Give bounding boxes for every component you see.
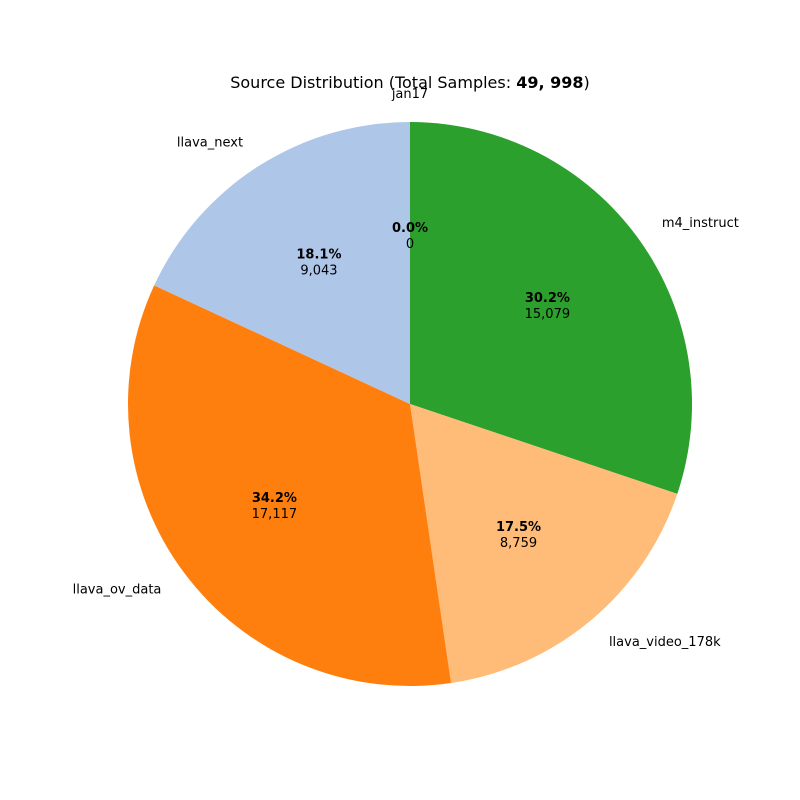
slice-count-llava-next: 9,043	[300, 263, 337, 278]
slice-percent-jan17: 0.0%	[392, 221, 428, 236]
pie-slices	[127, 122, 693, 687]
chart-title-suffix: )	[584, 73, 590, 92]
slice-label-jan17: jan17	[391, 87, 428, 102]
chart-title: Source Distribution (Total Samples: 49, …	[230, 73, 590, 92]
slice-label-llava-video-178k: llava_video_178k	[609, 635, 721, 650]
slice-percent-llava-next: 18.1%	[296, 247, 341, 262]
slice-percent-m4-instruct: 30.2%	[525, 291, 570, 306]
pie-slice-llava-next	[154, 122, 410, 404]
pie-slice-llava-video-178k	[410, 404, 678, 684]
slice-percent-llava-video-178k: 17.5%	[496, 520, 541, 535]
slice-label-m4-instruct: m4_instruct	[662, 216, 739, 231]
slice-count-m4-instruct: 15,079	[525, 307, 571, 322]
pie-labels: jan17 0.0%0 m4_instruct 30.2%15,079 llava_vi…	[73, 87, 739, 650]
slice-count-llava-video-178k: 8,759	[500, 536, 537, 551]
slice-percent-llava-ov-data: 34.2%	[252, 491, 297, 506]
chart-title-total: 49, 998	[516, 73, 583, 92]
pie-slice-m4-instruct	[410, 122, 693, 494]
chart-title-prefix: Source Distribution (Total Samples:	[230, 73, 516, 92]
slice-count-jan17: 0	[406, 237, 414, 252]
slice-label-llava-next: llava_next	[177, 136, 243, 151]
slice-label-llava-ov-data: llava_ov_data	[73, 583, 162, 598]
slice-count-llava-ov-data: 17,117	[252, 507, 298, 522]
pie-slice-llava-ov-data	[127, 285, 451, 687]
